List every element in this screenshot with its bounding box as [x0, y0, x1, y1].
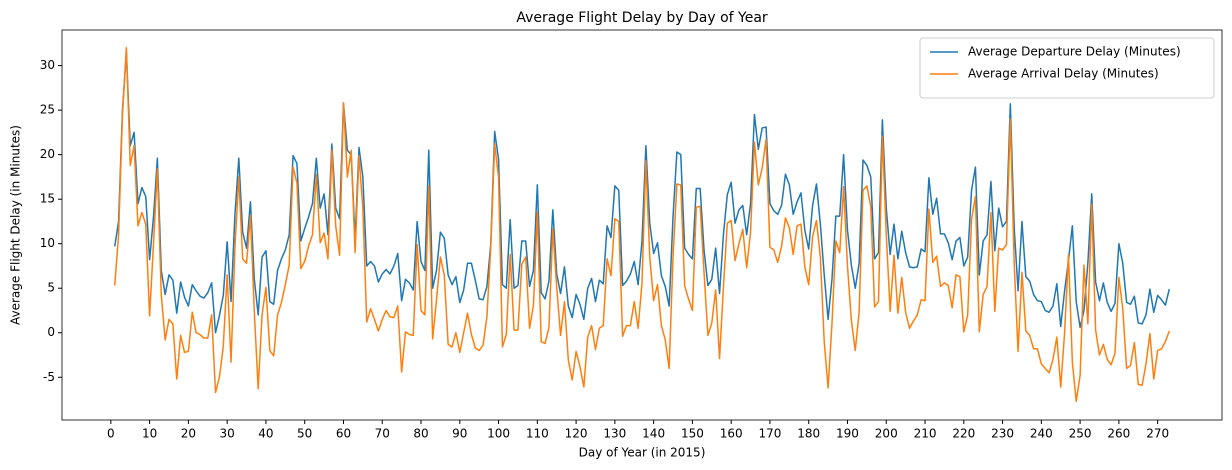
- line-series: [113, 51, 1170, 334]
- x-tick-label: 160: [720, 427, 743, 441]
- x-tick-label: 230: [991, 427, 1014, 441]
- x-tick-label: 250: [1069, 427, 1092, 441]
- y-tick-label: 0: [47, 325, 55, 339]
- legend-label: Average Departure Delay (Minutes): [968, 45, 1181, 59]
- x-tick-label: 170: [758, 427, 781, 441]
- x-tick-label: 110: [526, 427, 549, 441]
- y-tick-label: 20: [40, 147, 55, 161]
- x-tick-label: 220: [952, 427, 975, 441]
- x-tick-label: 150: [681, 427, 704, 441]
- x-tick-label: 50: [297, 427, 312, 441]
- x-tick-label: 270: [1146, 427, 1169, 441]
- x-tick-label: 210: [914, 427, 937, 441]
- y-tick-label: 15: [40, 192, 55, 206]
- line-series: [113, 47, 1170, 403]
- chart-title: Average Flight Delay by Day of Year: [516, 10, 768, 26]
- x-tick-label: 40: [258, 427, 273, 441]
- plot-frame: [61, 29, 1223, 421]
- y-tick-label: -5: [43, 370, 55, 384]
- x-tick-label: 90: [452, 427, 467, 441]
- x-tick-label: 240: [1030, 427, 1053, 441]
- x-tick-label: 190: [836, 427, 859, 441]
- legend-label: Average Arrival Delay (Minutes): [968, 67, 1159, 81]
- x-tick-label: 60: [336, 427, 351, 441]
- y-tick-label: 10: [40, 236, 55, 250]
- x-tick-label: 120: [565, 427, 588, 441]
- x-tick-label: 80: [413, 427, 428, 441]
- x-axis-label: Day of Year (in 2015): [579, 446, 706, 460]
- x-tick-label: 260: [1107, 427, 1130, 441]
- y-tick-label: 25: [40, 103, 55, 117]
- x-tick-label: 100: [487, 427, 510, 441]
- x-tick-label: 130: [603, 427, 626, 441]
- x-tick-label: 200: [875, 427, 898, 441]
- x-tick-label: 20: [181, 427, 196, 441]
- y-tick-label: 30: [40, 58, 55, 72]
- x-tick-label: 10: [142, 427, 157, 441]
- x-tick-label: 70: [375, 427, 390, 441]
- x-tick-label: 140: [642, 427, 665, 441]
- x-tick-label: 0: [107, 427, 115, 441]
- y-tick-label: 5: [47, 281, 55, 295]
- y-axis-label: Average Flight Delay (in Minutes): [9, 125, 23, 325]
- legend-box: [919, 37, 1215, 99]
- x-tick-label: 180: [797, 427, 820, 441]
- x-tick-label: 30: [220, 427, 235, 441]
